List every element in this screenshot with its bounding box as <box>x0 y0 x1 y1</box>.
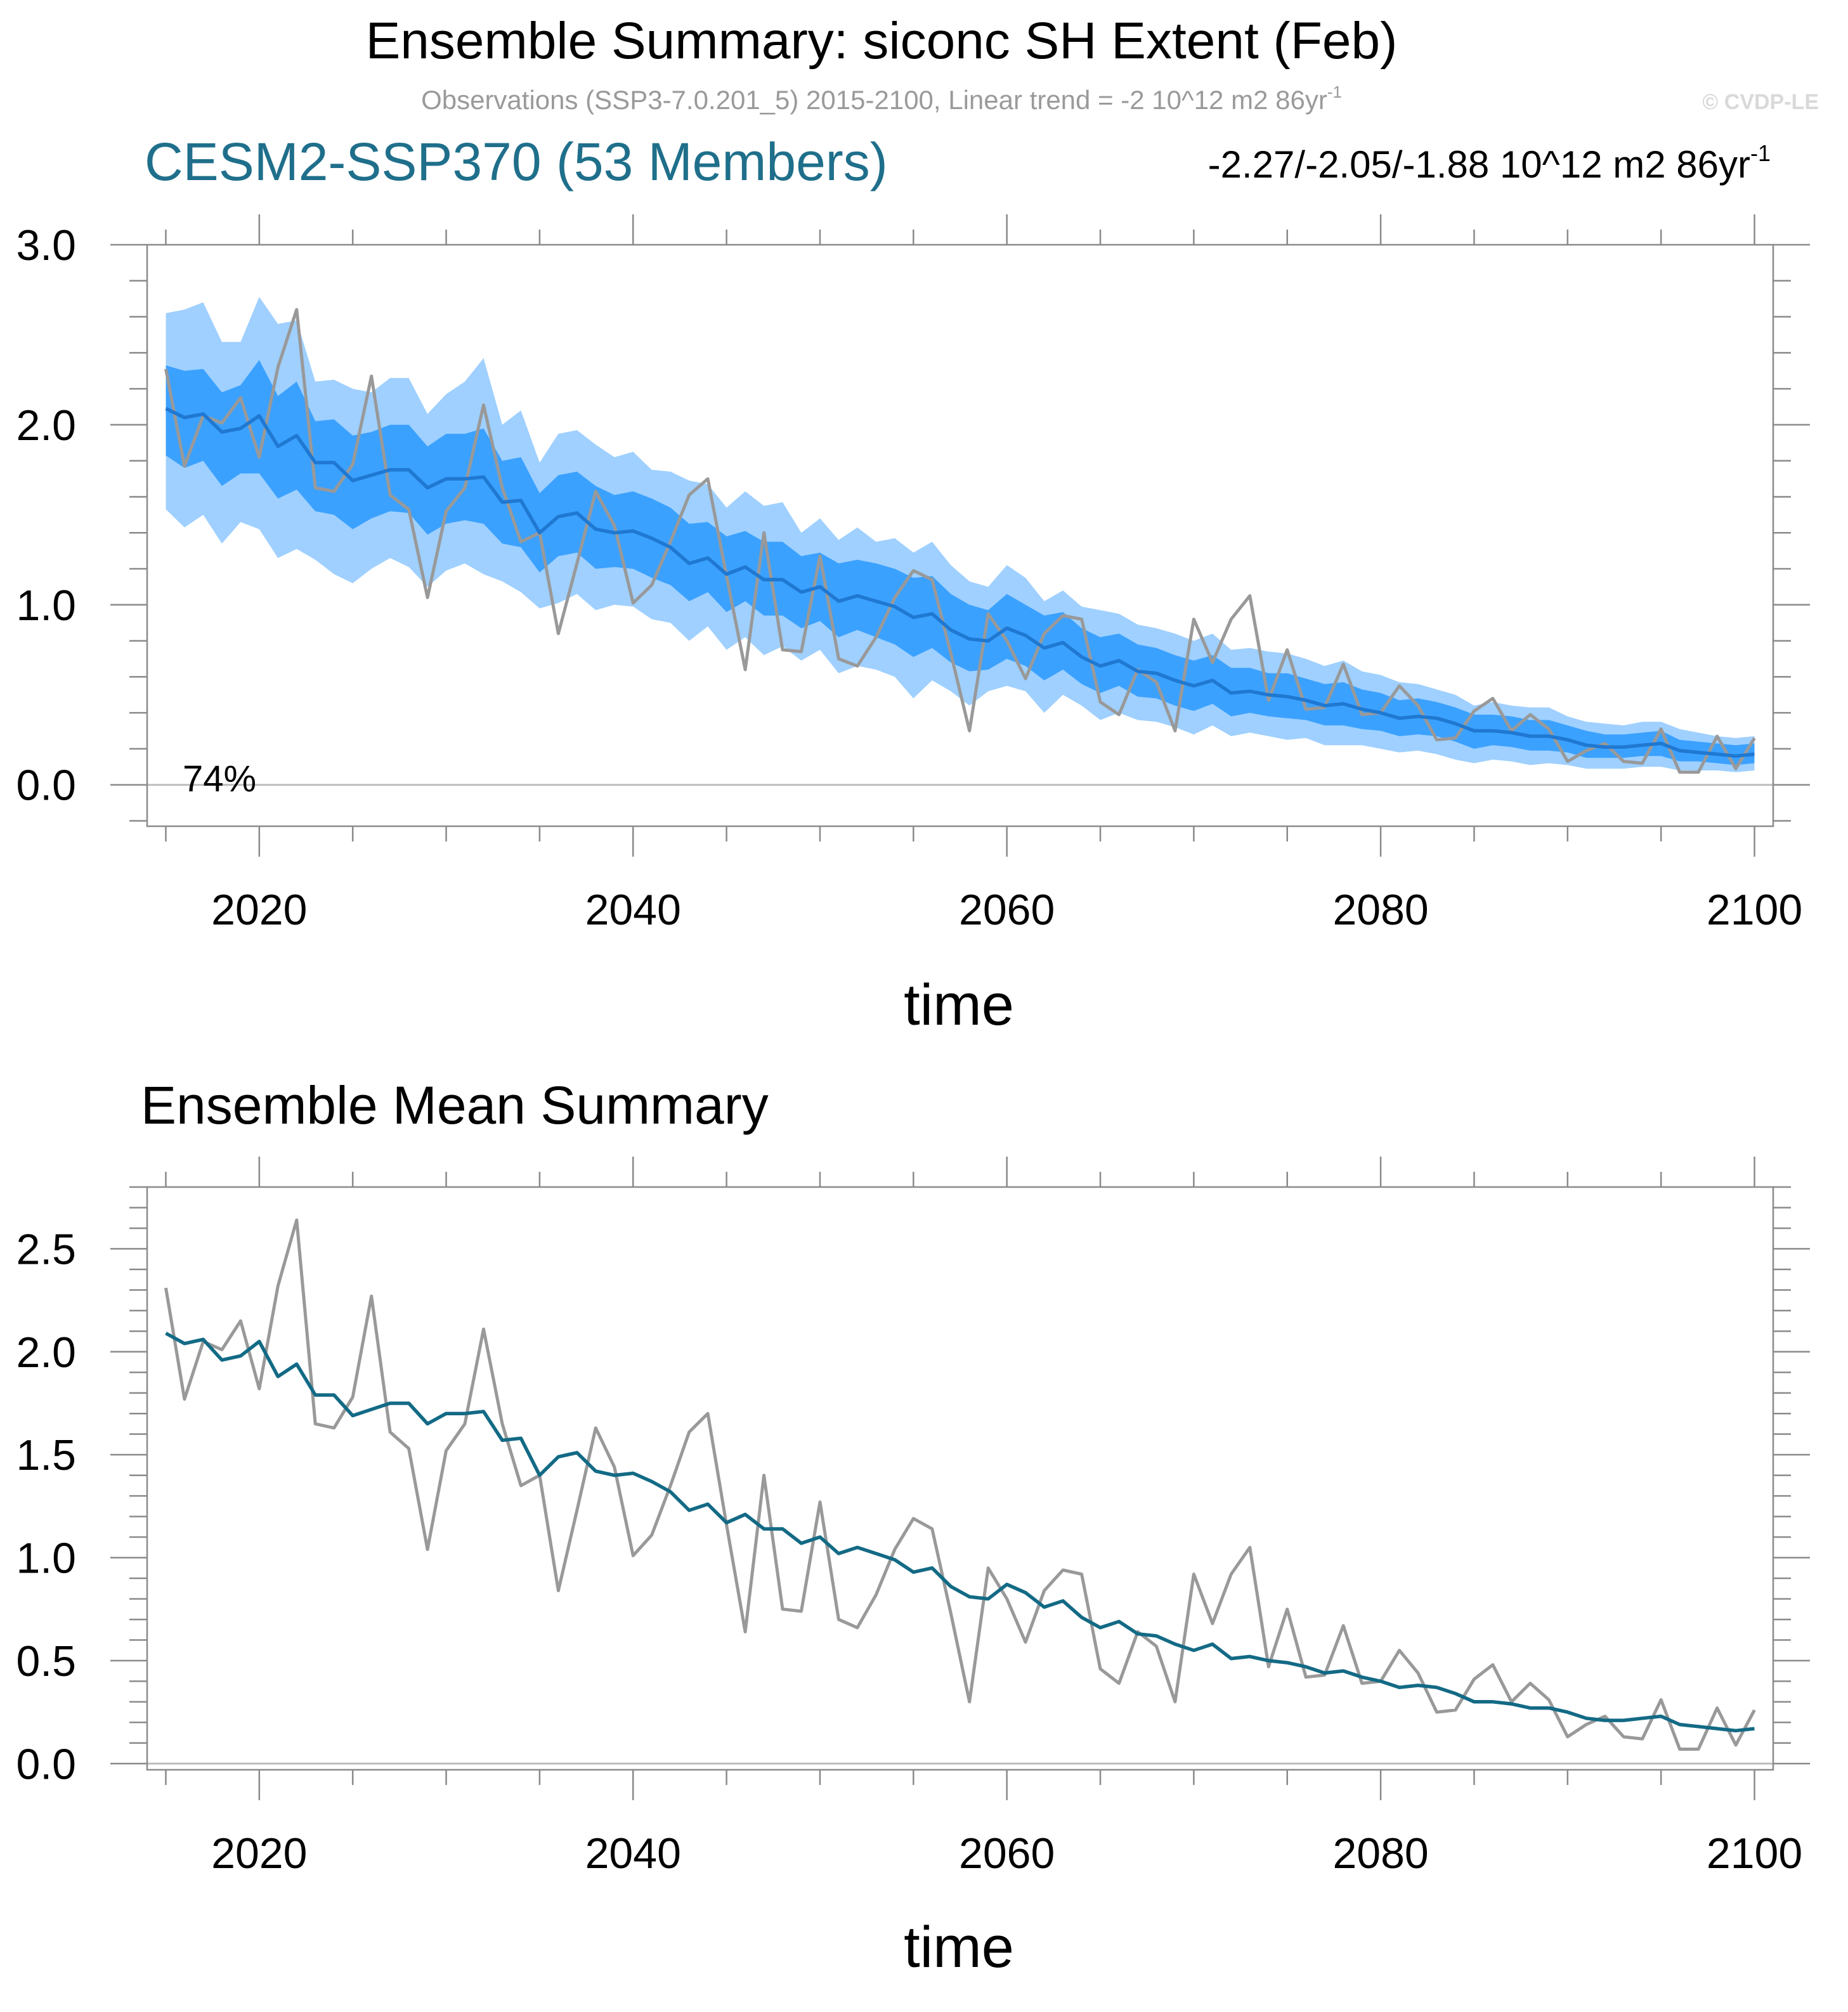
top-x-tick-label: 2080 <box>1332 886 1428 934</box>
figure-subtitle: Observations (SSP3-7.0.201_5) 2015-2100,… <box>421 82 1342 115</box>
top-x-tick-label: 2020 <box>211 886 307 934</box>
bottom-x-axis-label: time <box>904 1915 1014 1980</box>
top-x-tick-label: 2060 <box>959 886 1055 934</box>
bottom-ensemble-mean-line <box>165 1332 1755 1733</box>
bottom-panel-title: Ensemble Mean Summary <box>141 1075 769 1135</box>
bottom-panel: Ensemble Mean Summary 2020 2040 2060 2080 21… <box>16 1075 1810 1980</box>
top-x-axis-label: time <box>904 973 1014 1037</box>
bottom-series-lines <box>164 1218 1756 1751</box>
bottom-x-tick-label: 2060 <box>959 1829 1055 1878</box>
top-y-tick-label: 1.0 <box>16 581 76 630</box>
ensemble-label: CESM2-SSP370 (53 Members) <box>145 132 888 191</box>
bottom-y-tick-label: 0.0 <box>16 1740 76 1788</box>
top-observations-line <box>164 308 1756 774</box>
top-y-tick-label: 3.0 <box>16 221 76 269</box>
trend-range-label: -2.27/-2.05/-1.88 10^12 m2 86yr-1 <box>1208 140 1771 186</box>
top-axes: 2020 2040 2060 2080 2100 0.0 1.0 2.0 3.0 <box>16 214 1810 934</box>
top-x-tick-label: 2040 <box>585 886 681 934</box>
subtitle-superscript: -1 <box>1327 82 1342 101</box>
ensemble-spread-bands <box>166 297 1755 772</box>
figure-title: Ensemble Summary: siconc SH Extent (Feb) <box>366 12 1398 70</box>
bottom-x-tick-label: 2100 <box>1707 1829 1802 1878</box>
bottom-axes: 2020 2040 2060 2080 2100 0.0 0.5 1.0 1.5 2.0 2.5 <box>16 1157 1810 1878</box>
bottom-x-tick-label: 2040 <box>585 1829 681 1878</box>
subtitle-text: Observations (SSP3-7.0.201_5) 2015-2100,… <box>421 85 1327 115</box>
bottom-y-tick-label: 2.5 <box>16 1225 76 1273</box>
top-x-tick-label: 2100 <box>1707 886 1802 934</box>
outer-spread-band <box>166 297 1755 772</box>
top-y-tick-label: 0.0 <box>16 762 76 810</box>
top-series-lines <box>164 308 1756 774</box>
bottom-y-tick-label: 1.0 <box>16 1535 76 1583</box>
percent-annotation: 74% <box>183 758 256 800</box>
watermark: © CVDP-LE <box>1702 90 1819 114</box>
bottom-plot-frame <box>146 1186 1774 1771</box>
bottom-y-tick-label: 2.0 <box>16 1328 76 1377</box>
bottom-observations-line <box>164 1218 1756 1751</box>
top-plot-frame <box>146 243 1774 828</box>
top-ensemble-mean-line <box>165 406 1755 758</box>
trend-range-text: -2.27/-2.05/-1.88 10^12 m2 86yr <box>1208 143 1750 186</box>
bottom-x-tick-label: 2020 <box>211 1829 307 1878</box>
top-panel: CESM2-SSP370 (53 Members) -2.27/-2.05/-1… <box>16 132 1810 1037</box>
trend-range-superscript: -1 <box>1750 140 1771 166</box>
bottom-y-tick-label: 0.5 <box>16 1637 76 1685</box>
bottom-x-tick-label: 2080 <box>1332 1829 1428 1878</box>
top-y-tick-label: 2.0 <box>16 401 76 450</box>
bottom-y-tick-label: 1.5 <box>16 1431 76 1479</box>
